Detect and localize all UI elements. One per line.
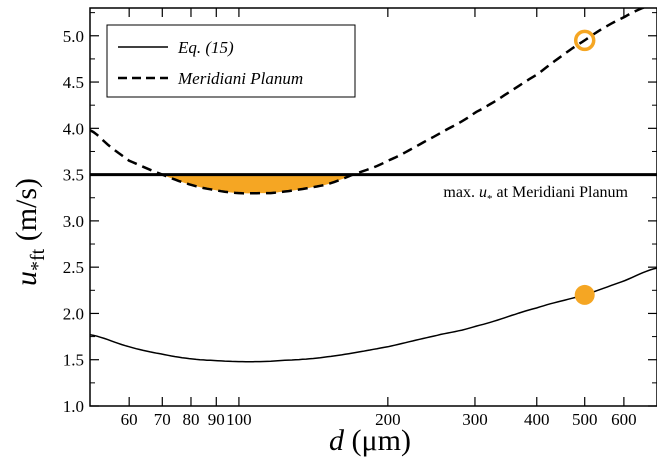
legend-label-eq15: Eq. (15) [177, 38, 234, 57]
x-tick-label: 400 [524, 410, 550, 429]
x-tick-label: 500 [572, 410, 598, 429]
y-tick-label: 2.5 [63, 258, 84, 277]
x-tick-label: 80 [182, 410, 199, 429]
threshold-annotation: max. u* at Meridiani Planum [443, 184, 628, 205]
series-layer [90, 8, 657, 363]
y-tick-label: 5.0 [63, 27, 84, 46]
x-tick-label: 70 [154, 410, 171, 429]
x-tick-label: 200 [375, 410, 401, 429]
legend-box [106, 24, 356, 98]
series-line-eq15 [90, 267, 657, 363]
y-tick-label: 1.0 [63, 397, 84, 416]
y-tick-label: 4.0 [63, 119, 84, 138]
x-tick-label: 60 [121, 410, 138, 429]
legend: Eq. (15) Meridiani Planum [106, 24, 356, 98]
marker-open-circle [573, 29, 596, 52]
y-axis-title: u*ft (m/s) [10, 178, 49, 286]
y-tick-label: 4.5 [63, 73, 84, 92]
x-tick-label: 600 [611, 410, 637, 429]
legend-label-meridiani: Meridiani Planum [177, 69, 303, 88]
plot-frame [89, 7, 657, 407]
y-tick-label: 2.0 [63, 304, 84, 323]
x-tick-label: 100 [226, 410, 252, 429]
x-axis-title: d (μm) [329, 424, 411, 457]
x-tick-label: 90 [208, 410, 225, 429]
tick-layer: 60 70 80 90 100 200 300 400 500 600 1.0 1.5 2.0 2.5 3.… [63, 8, 657, 429]
y-tick-label: 1.5 [63, 351, 84, 370]
marker-filled-circle [574, 284, 595, 305]
y-tick-label: 3.0 [63, 212, 84, 231]
y-tick-label: 3.5 [63, 166, 84, 185]
x-tick-label: 300 [462, 410, 488, 429]
marker-layer [573, 29, 596, 305]
